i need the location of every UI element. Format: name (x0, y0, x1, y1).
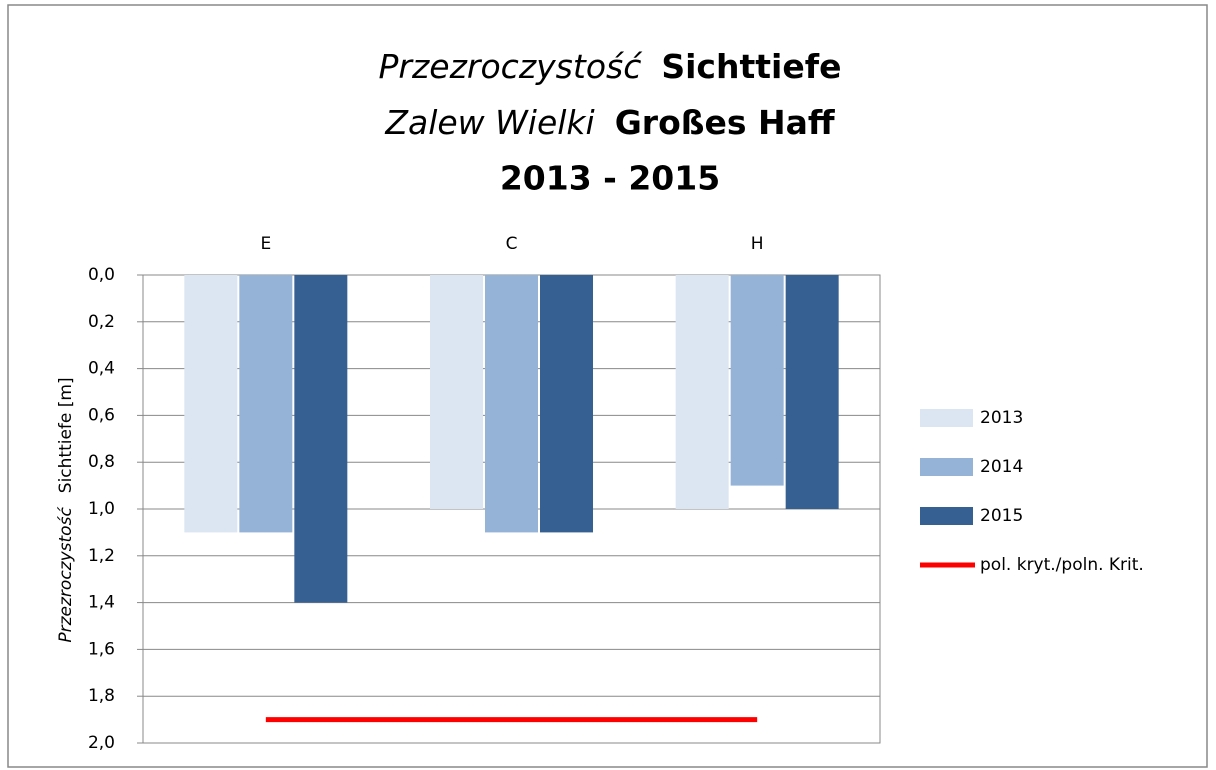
bar (540, 275, 593, 533)
legend-label: 2013 (980, 408, 1023, 428)
y-tick-label: 0,8 (88, 452, 115, 472)
legend-swatch (920, 458, 973, 476)
y-tick-label: 1,0 (88, 499, 115, 519)
y-tick-label: 1,6 (88, 639, 115, 659)
title-line-1: Przezroczystość Sichttiefe (379, 47, 842, 86)
y-label-text: Sichttiefe [m] (56, 377, 76, 493)
y-tick-label: 1,4 (88, 593, 115, 613)
bar (730, 275, 784, 486)
title-italic: Przezroczystość (379, 47, 644, 86)
bar (675, 275, 729, 509)
y-tick-label: 1,2 (88, 546, 115, 566)
bar (430, 275, 483, 509)
title-line-2: Zalew Wielki Großes Haff (384, 103, 835, 142)
y-tick-label: 0,0 (88, 265, 115, 285)
bar (294, 275, 348, 603)
bar (184, 275, 238, 533)
y-tick-label: 1,8 (88, 686, 115, 706)
legend-label: 2014 (980, 457, 1023, 477)
y-tick-label: 0,6 (88, 405, 115, 425)
title-text: Großes Haff (615, 103, 836, 142)
bar (785, 275, 839, 509)
x-tick-label: E (260, 234, 271, 254)
y-tick-label: 2,0 (88, 733, 115, 753)
y-axis-label: Przezroczystość Sichttiefe [m] (56, 377, 76, 642)
legend-label: pol. kryt./poln. Krit. (980, 555, 1144, 575)
y-tick-label: 0,2 (88, 312, 115, 332)
bar (239, 275, 293, 533)
legend-label: 2015 (980, 506, 1023, 526)
x-tick-label: H (751, 234, 764, 254)
title-text: Sichttiefe (661, 47, 841, 86)
legend-swatch (920, 409, 973, 427)
x-tick-label: C (506, 234, 518, 254)
title-italic: Zalew Wielki (384, 103, 594, 142)
y-tick-label: 0,4 (88, 359, 115, 379)
legend-swatch (920, 507, 973, 525)
bar (485, 275, 538, 533)
title-line-3: 2013 - 2015 (500, 159, 720, 198)
y-label-italic: Przezroczystość (56, 507, 76, 643)
